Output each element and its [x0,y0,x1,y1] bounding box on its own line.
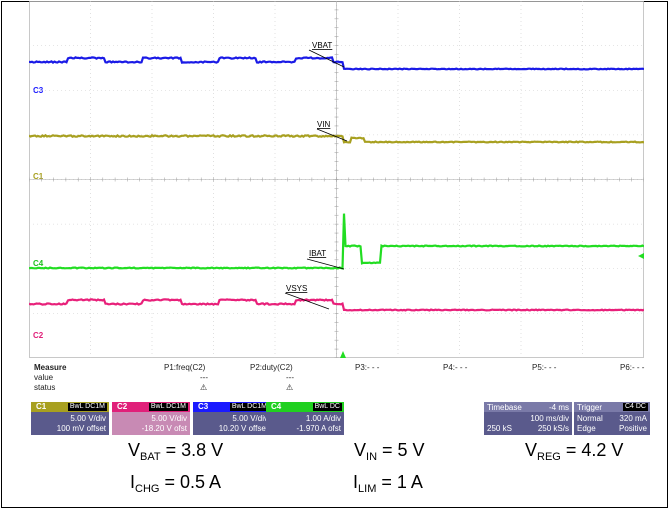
channel-box-c3[interactable]: C3 BwL DC1M 5.00 V/div 10.20 V offset [193,402,271,435]
caption-ichg: ICHG = 0.5 A [130,472,221,495]
ibat-label: IBAT [309,249,326,258]
measure-panel: Measure value status P1:freq(C2) --- ⚠ P… [30,363,666,403]
measure-p1-value: --- [200,373,208,382]
measure-param-p2[interactable]: P2:duty(C2) [250,363,293,372]
waveform-plot: VBAT VIN IBAT VSYS [29,1,644,358]
measure-row-status: status [34,383,55,392]
caption-vreg: VREG = 4.2 V [525,440,623,463]
measure-title: Measure [34,363,66,372]
channel-box-c4[interactable]: C4 BwL DC 1.00 A/div -1.970 A ofst [266,402,344,435]
caption-vin: VIN = 5 V [354,440,425,463]
measure-p2-value: --- [286,373,294,382]
vsys-label: VSYS [286,284,307,293]
channel-box-c2[interactable]: C2 BwL DC1M 5.00 V/div -18.20 V ofst [112,402,190,435]
measure-param-p3[interactable]: P3:- - - [355,363,379,372]
measure-p1-status: ⚠ [200,383,207,392]
vbat-label: VBAT [312,41,332,50]
measure-param-p6[interactable]: P6:- - - [620,363,644,372]
measure-row-value: value [34,373,53,382]
measure-param-p5[interactable]: P5:- - - [532,363,556,372]
timebase-box[interactable]: Timebase -4 ms 100 ms/div 250 kS 250 kS/s [484,402,572,435]
measure-p2-status: ⚠ [286,383,293,392]
caption-ilim: ILIM = 1 A [353,472,423,495]
vin-label: VIN [317,120,331,129]
trigger-box[interactable]: Trigger C4 DC Normal 320 mA Edge Positive [574,402,650,435]
caption-vbat: VBAT = 3.8 V [128,440,223,463]
trigger-level-marker [638,253,644,259]
channel-box-c1[interactable]: C1 BwL DC1M 5.00 V/div 100 mV offset [31,402,109,435]
trigger-position-marker [340,351,346,358]
oscilloscope-display[interactable]: VBAT VIN IBAT VSYS [29,1,644,358]
measure-param-p4[interactable]: P4:- - - [443,363,467,372]
measure-param-p1[interactable]: P1:freq(C2) [164,363,205,372]
